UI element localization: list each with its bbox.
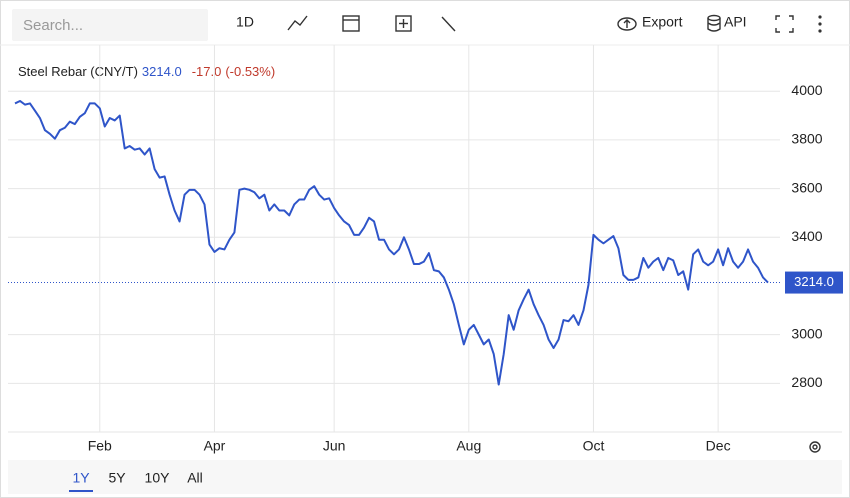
- y-tick-label: 2800: [791, 374, 822, 390]
- calendar-icon[interactable]: [342, 15, 360, 32]
- menu-icon[interactable]: [818, 15, 822, 33]
- x-tick-label: Aug: [456, 438, 481, 454]
- last-price: 3214.0: [142, 64, 182, 79]
- price-change: -17.0: [192, 64, 222, 79]
- range-bar: [8, 460, 842, 494]
- x-tick-label: Oct: [583, 438, 605, 454]
- legend: Steel Rebar (CNY/T) 3214.0 -17.0 (-0.53%): [18, 64, 275, 79]
- range-button[interactable]: 1Y: [72, 470, 90, 486]
- range-button[interactable]: 10Y: [145, 470, 171, 486]
- add-icon[interactable]: [395, 15, 412, 32]
- series-name: Steel Rebar (CNY/T): [18, 64, 138, 79]
- settings-icon[interactable]: [809, 441, 821, 453]
- x-tick-label: Dec: [706, 438, 731, 454]
- fullscreen-icon[interactable]: [775, 15, 794, 33]
- x-tick-label: Feb: [88, 438, 112, 454]
- chart-type-icon[interactable]: [287, 15, 308, 31]
- interval-button[interactable]: 1D: [236, 14, 254, 30]
- last-price-label: 3214.0: [794, 274, 834, 289]
- search-box[interactable]: [12, 9, 208, 41]
- x-tick-label: Apr: [204, 438, 226, 454]
- y-tick-label: 3400: [791, 228, 822, 244]
- api-icon[interactable]: [707, 14, 721, 32]
- range-button[interactable]: All: [187, 470, 203, 486]
- export-icon[interactable]: [617, 17, 637, 31]
- y-tick-label: 3600: [791, 179, 822, 195]
- y-tick-label: 4000: [791, 82, 822, 98]
- y-tick-label: 3000: [791, 325, 822, 341]
- tools-icon[interactable]: [441, 16, 456, 32]
- export-button[interactable]: Export: [642, 14, 683, 30]
- plot: 2800 3000 3400 3600 3800 4000 Feb Apr Jun Aug Oct D…: [8, 45, 843, 492]
- api-button[interactable]: API: [724, 14, 747, 30]
- last-price-box: [785, 271, 843, 294]
- y-tick-label: 3800: [791, 131, 822, 147]
- x-tick-label: Jun: [323, 438, 346, 454]
- price-line: [14, 99, 769, 386]
- range-button[interactable]: 5Y: [108, 470, 126, 486]
- price-change-pct: (-0.53%): [225, 64, 275, 79]
- search-placeholder[interactable]: Search...: [23, 17, 83, 34]
